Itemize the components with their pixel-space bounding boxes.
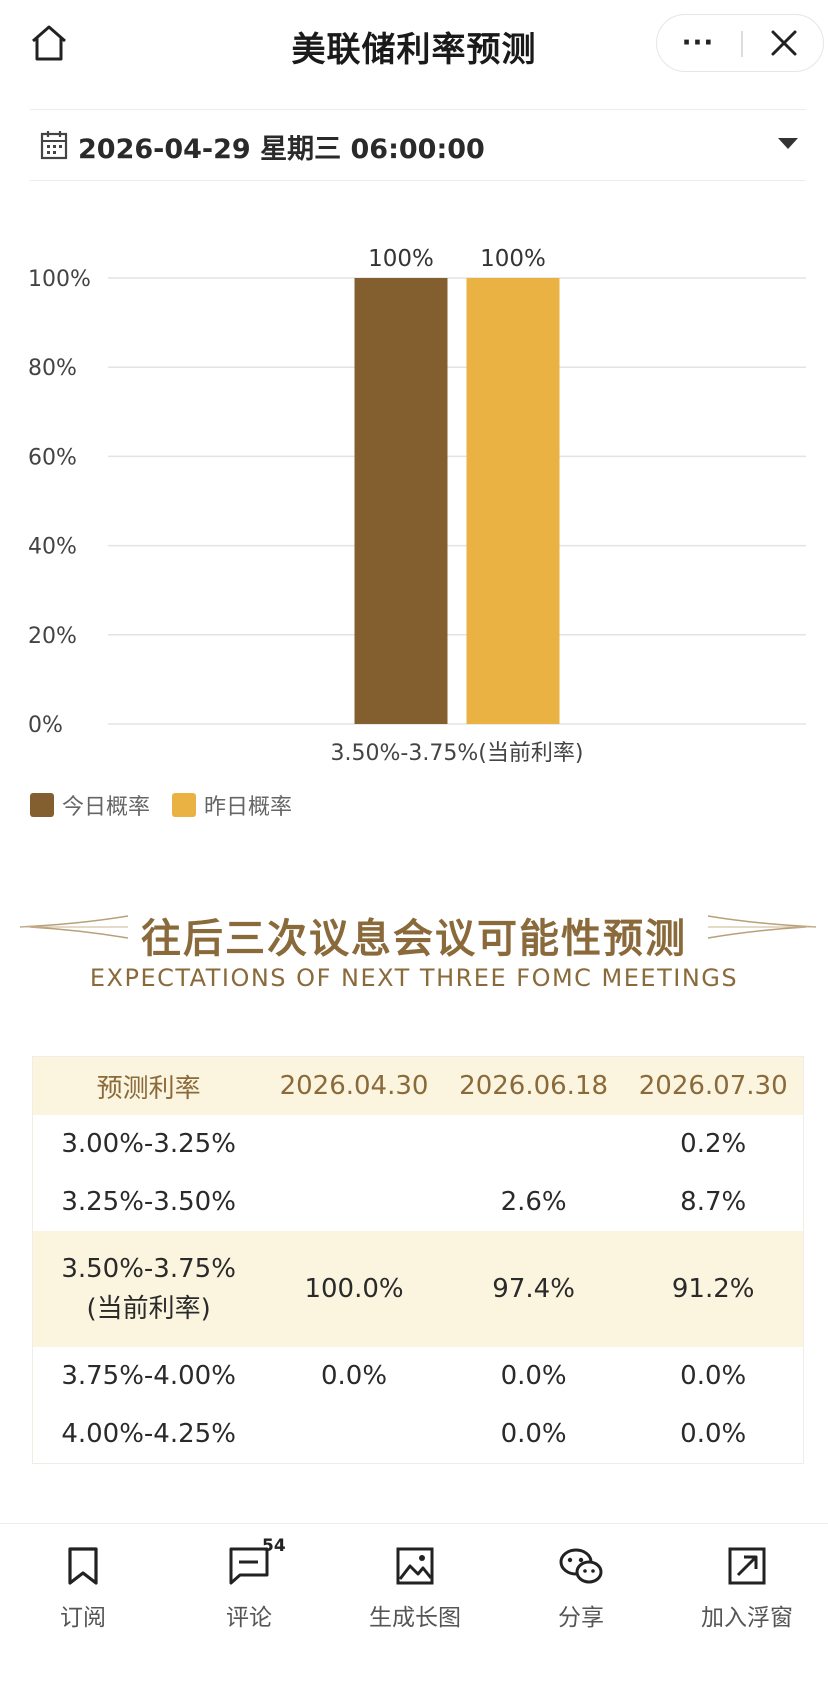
header-rate: 预测利率 bbox=[32, 1056, 265, 1115]
table-row: 4.00%-4.25% 0.0% 0.0% bbox=[33, 1405, 804, 1464]
value-cell: 0.2% bbox=[680, 1129, 747, 1159]
table-row: 3.75%-4.00% 0.0% 0.0% 0.0% bbox=[33, 1347, 804, 1405]
dropdown-arrow-icon[interactable] bbox=[778, 138, 798, 149]
page-title: 美联储利率预测 bbox=[291, 30, 537, 70]
rate-cell: 3.75%-4.00% bbox=[61, 1361, 236, 1391]
table-header-row: 预测利率 2026.04.30 2026.06.18 2026.07.30 bbox=[32, 1056, 804, 1115]
bookmark-icon bbox=[68, 1547, 98, 1585]
value-cell bbox=[264, 1115, 444, 1173]
rate-cell: 3.00%-3.25% bbox=[61, 1129, 236, 1159]
value-cell: 0.0% bbox=[680, 1419, 747, 1449]
y-tick-label: 80% bbox=[28, 356, 77, 381]
float-window-button[interactable]: 加入浮窗 bbox=[664, 1542, 828, 1632]
legend-yesterday-swatch bbox=[172, 793, 197, 817]
header-date-3: 2026.07.30 bbox=[623, 1056, 804, 1115]
value-cell bbox=[264, 1173, 444, 1231]
y-tick-label: 100% bbox=[28, 267, 91, 292]
subscribe-button[interactable]: 订阅 bbox=[0, 1542, 166, 1632]
comment-button[interactable]: 54 评论 bbox=[166, 1536, 332, 1632]
wechat-icon bbox=[559, 1548, 603, 1584]
subscribe-label: 订阅 bbox=[60, 1605, 106, 1631]
home-icon[interactable] bbox=[28, 22, 70, 64]
y-tick-label: 0% bbox=[28, 713, 63, 738]
comment-icon bbox=[229, 1547, 269, 1585]
y-tick-label: 60% bbox=[28, 445, 77, 470]
float-window-icon bbox=[728, 1547, 766, 1585]
value-cell: 2.6% bbox=[500, 1187, 567, 1217]
share-label: 分享 bbox=[558, 1605, 604, 1631]
more-button[interactable]: ··· bbox=[681, 28, 715, 58]
top-bar: 美联储利率预测 ··· bbox=[0, 0, 828, 86]
value-cell: 0.0% bbox=[500, 1361, 567, 1391]
legend-today-swatch bbox=[30, 793, 54, 817]
y-tick-label: 40% bbox=[28, 535, 77, 560]
bar-yesterday bbox=[466, 278, 560, 724]
chart-legend: 今日概率 昨日概率 bbox=[30, 790, 314, 820]
value-cell: 97.4% bbox=[443, 1231, 624, 1347]
rate-label: 3.50%-3.75% bbox=[61, 1254, 236, 1284]
section-title: 往后三次议息会议可能性预测 bbox=[141, 916, 687, 962]
table-row-current-rate: 3.50%-3.75% (当前利率) 100.0% 97.4% 91.2% bbox=[32, 1231, 804, 1347]
legend-yesterday[interactable]: 昨日概率 bbox=[172, 789, 292, 821]
capsule-divider bbox=[741, 31, 743, 57]
x-category-label: 3.50%-3.75%(当前利率) bbox=[331, 741, 584, 766]
probability-bar-chart: 0% 20% 40% 60% 80% 100% 100% 100% 3.50%-3.75%(当前… bbox=[28, 246, 806, 766]
header-date-2: 2026.06.18 bbox=[443, 1056, 624, 1115]
image-icon bbox=[396, 1547, 434, 1585]
value-cell: 0.0% bbox=[320, 1361, 388, 1391]
float-window-label: 加入浮窗 bbox=[701, 1605, 793, 1631]
y-tick-label: 20% bbox=[28, 624, 77, 649]
value-cell bbox=[264, 1405, 444, 1464]
heading-ornament-left-icon bbox=[20, 915, 129, 939]
bar-data-label: 100% bbox=[368, 246, 434, 272]
heading-ornament-right-icon bbox=[707, 915, 816, 939]
value-cell: 8.7% bbox=[680, 1187, 747, 1217]
mini-program-capsule: ··· bbox=[656, 14, 824, 72]
generate-image-button[interactable]: 生成长图 bbox=[332, 1542, 498, 1632]
table-row: 3.00%-3.25% 0.2% bbox=[33, 1115, 804, 1173]
section-subtitle: EXPECTATIONS OF NEXT THREE FOMC MEETINGS bbox=[89, 964, 739, 992]
value-cell: 91.2% bbox=[623, 1231, 804, 1347]
close-icon bbox=[771, 30, 797, 56]
current-rate-note: (当前利率) bbox=[86, 1294, 211, 1324]
value-cell: 100.0% bbox=[264, 1231, 444, 1347]
value-cell: 0.0% bbox=[500, 1419, 567, 1449]
rate-cell: 3.25%-3.50% bbox=[61, 1187, 236, 1217]
legend-today-label: 今日概率 bbox=[62, 795, 151, 820]
legend-yesterday-label: 昨日概率 bbox=[204, 795, 293, 820]
rate-cell: 3.50%-3.75% (当前利率) bbox=[32, 1231, 265, 1347]
date-selector[interactable]: 2026-04-29 星期三 06:00:00 bbox=[30, 109, 806, 181]
generate-image-label: 生成长图 bbox=[369, 1605, 461, 1631]
table-row: 3.25%-3.50% 2.6% 8.7% bbox=[33, 1173, 804, 1231]
share-button[interactable]: 分享 bbox=[498, 1542, 664, 1632]
header-date-1: 2026.04.30 bbox=[264, 1056, 444, 1115]
value-cell bbox=[444, 1115, 624, 1173]
value-cell: 0.0% bbox=[680, 1361, 747, 1391]
legend-today[interactable]: 今日概率 bbox=[30, 789, 150, 821]
bar-today bbox=[354, 278, 448, 724]
comment-label: 评论 bbox=[226, 1605, 272, 1631]
calendar-icon bbox=[40, 131, 68, 160]
fomc-expectations-table: 预测利率 2026.04.30 2026.06.18 2026.07.30 3.… bbox=[32, 1056, 804, 1464]
rate-cell: 4.00%-4.25% bbox=[61, 1419, 236, 1449]
bottom-action-bar: 订阅 54 评论 生成长图 bbox=[0, 1523, 828, 1699]
date-value: 2026-04-29 星期三 06:00:00 bbox=[78, 134, 485, 165]
close-button[interactable] bbox=[745, 15, 823, 71]
bar-data-label: 100% bbox=[480, 246, 546, 272]
comment-count-badge: 54 bbox=[262, 1536, 286, 1556]
